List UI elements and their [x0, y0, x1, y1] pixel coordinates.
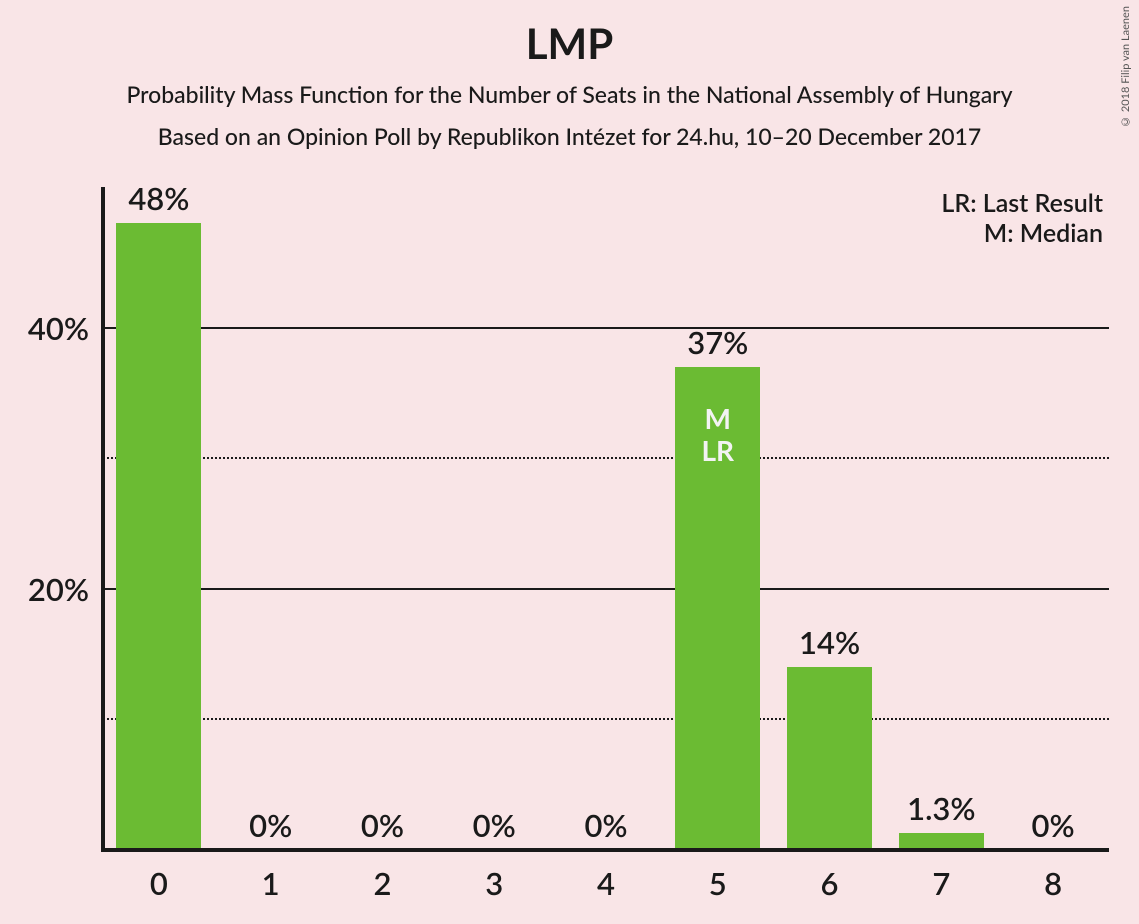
bar-value-label: 37% — [687, 323, 748, 361]
bar-value-label: 48% — [128, 179, 189, 217]
x-tick-label: 0 — [150, 864, 168, 902]
bar-value-label: 0% — [473, 806, 516, 844]
gridline-major — [103, 588, 1109, 590]
bar — [787, 667, 872, 850]
gridline-major — [103, 327, 1109, 329]
chart-subtitle-1: Probability Mass Function for the Number… — [0, 80, 1139, 108]
legend-line: M: Median — [941, 218, 1103, 248]
x-axis — [101, 848, 1109, 852]
y-axis — [101, 187, 105, 850]
chart-title: LMP — [0, 0, 1139, 68]
bar-value-label: 0% — [361, 806, 404, 844]
legend-line: LR: Last Result — [941, 188, 1103, 218]
x-tick-label: 5 — [709, 864, 727, 902]
legend: LR: Last ResultM: Median — [941, 188, 1103, 248]
x-tick-label: 4 — [597, 864, 615, 902]
x-tick-label: 8 — [1044, 864, 1062, 902]
bar-chart: 20%40%48%00%10%20%30%437%514%61.3%70%8ML… — [103, 192, 1109, 850]
bar-value-label: 0% — [249, 806, 292, 844]
y-tick-label: 20% — [28, 570, 89, 608]
x-tick-label: 1 — [262, 864, 280, 902]
gridline-minor — [103, 457, 1109, 459]
bar-value-label: 0% — [1032, 806, 1075, 844]
x-tick-label: 6 — [821, 864, 839, 902]
bar-value-label: 0% — [584, 806, 627, 844]
copyright-text: © 2018 Filip van Laenen — [1119, 6, 1132, 128]
bar-value-label: 14% — [799, 623, 860, 661]
x-tick-label: 3 — [485, 864, 503, 902]
chart-subtitle-2: Based on an Opinion Poll by Republikon I… — [0, 122, 1139, 150]
x-tick-label: 7 — [932, 864, 950, 902]
x-tick-label: 2 — [373, 864, 391, 902]
bar-annotation: MLR — [701, 402, 734, 466]
bar — [116, 223, 201, 850]
y-tick-label: 40% — [28, 309, 89, 347]
bar-value-label: 1.3% — [907, 789, 975, 827]
gridline-minor — [103, 718, 1109, 720]
